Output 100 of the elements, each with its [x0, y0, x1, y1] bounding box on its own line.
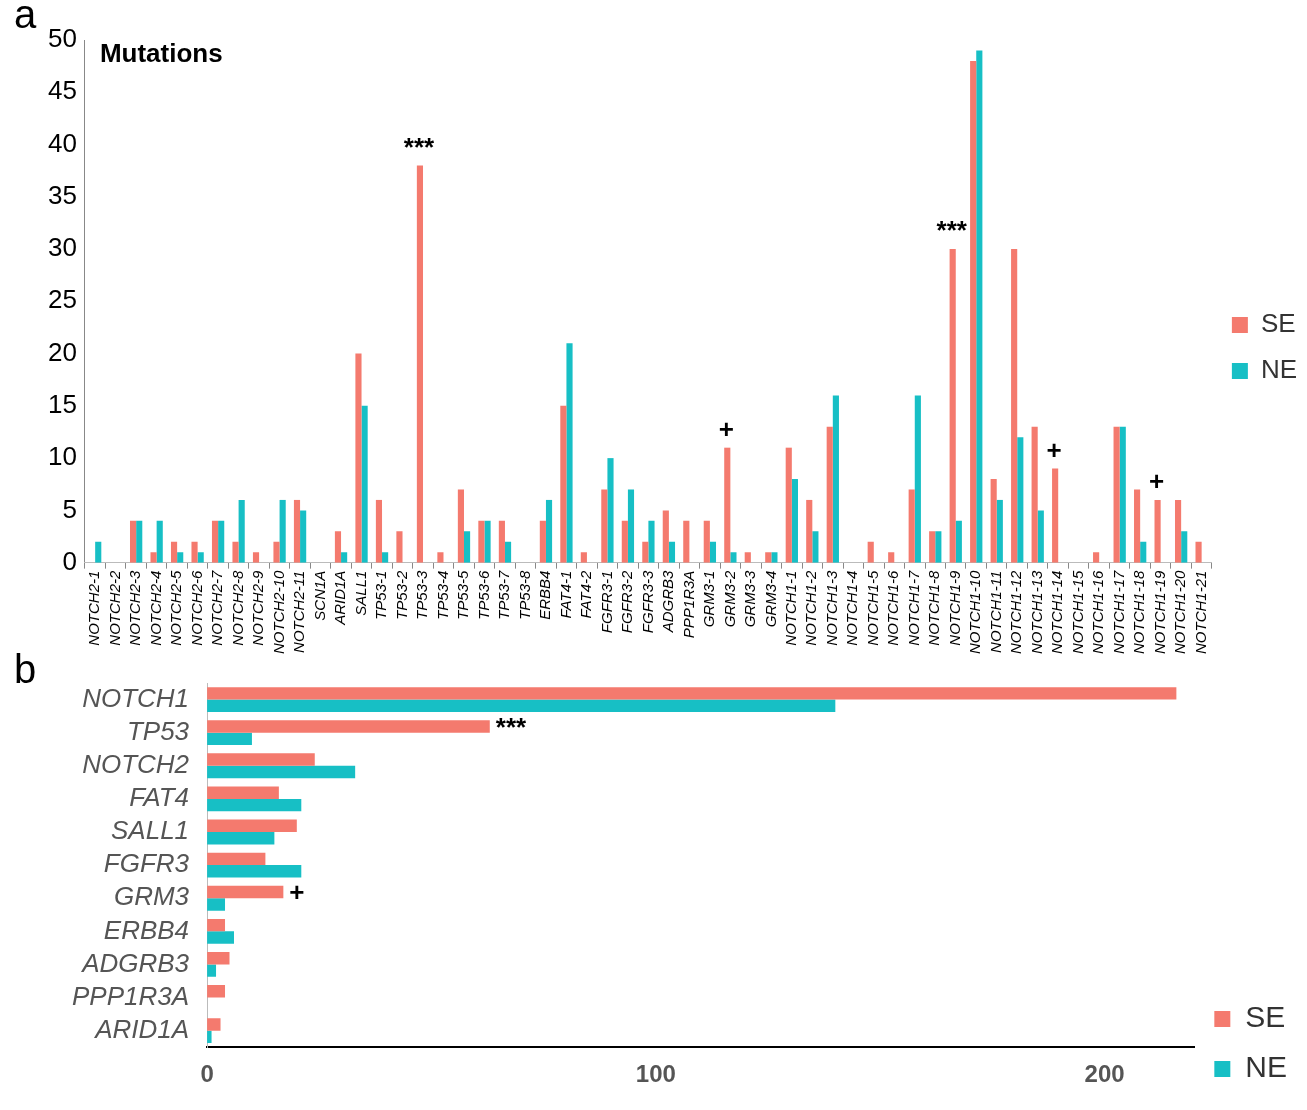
x-tick-label: ADGRB3 — [659, 570, 677, 634]
x-tick-label: SCN1A — [310, 570, 328, 621]
y-tick-label: 15 — [48, 389, 77, 420]
x-tick-label: ARID1A — [331, 570, 349, 626]
bar — [1031, 426, 1038, 563]
x-tick-label: NOTCH2-1 — [85, 570, 103, 646]
bar — [935, 531, 942, 563]
bar — [498, 520, 505, 563]
x-tick-label: NOTCH1-2 — [802, 570, 820, 646]
x-tick-label: GRM3-1 — [700, 570, 718, 628]
bar — [463, 531, 471, 563]
bar — [170, 541, 178, 563]
x-tick-label: GRM3-2 — [720, 570, 738, 628]
bar — [1113, 426, 1120, 563]
bar — [888, 552, 895, 563]
y-tick-label: 30 — [48, 232, 77, 263]
bar — [539, 520, 546, 563]
annotation: + — [289, 877, 305, 908]
bar — [207, 852, 266, 866]
x-tick-label: TP53-7 — [495, 570, 513, 620]
x-tick-label: NOTCH1-15 — [1068, 570, 1086, 655]
y-tick-label: SALL1 — [110, 815, 190, 846]
y-tick-label: NOTCH1 — [82, 682, 190, 713]
bar — [95, 541, 102, 563]
bar — [207, 964, 217, 977]
y-tick-label: 25 — [48, 284, 77, 315]
bar — [130, 520, 137, 563]
x-tick-label: TP53-5 — [454, 570, 472, 620]
x-tick-label: NOTCH2-3 — [126, 570, 144, 646]
bar — [207, 819, 297, 832]
y-tick-label: 50 — [48, 23, 77, 54]
bar — [273, 541, 280, 563]
text: b — [14, 647, 37, 692]
bar — [207, 885, 284, 899]
bar — [580, 552, 587, 563]
x-tick-label: FGFR3-3 — [638, 570, 656, 634]
x-tick-label: GRM3-3 — [741, 570, 759, 628]
annotation: *** — [495, 711, 528, 742]
bar — [156, 520, 163, 563]
bar — [1119, 426, 1126, 563]
x-tick-label: TP53-6 — [474, 570, 492, 620]
x-tick-label: NOTCH2-7 — [208, 570, 226, 646]
bar — [416, 165, 424, 563]
bar — [177, 552, 184, 563]
y-tick-label: GRM3 — [113, 881, 190, 912]
bar — [1037, 510, 1044, 563]
bar — [207, 865, 302, 878]
bar — [218, 520, 225, 563]
x-tick-label: TP53-1 — [372, 570, 390, 620]
y-tick-label: 20 — [48, 336, 77, 367]
x-tick-label: NOTCH2-4 — [146, 570, 164, 646]
bar — [300, 510, 307, 563]
bar — [955, 520, 962, 563]
x-tick-label: NOTCH1-10 — [966, 570, 984, 655]
legend-label: SE — [1260, 308, 1296, 339]
bar — [232, 541, 239, 563]
x-tick-label: NOTCH1-14 — [1048, 570, 1066, 655]
x-tick-label: TP53-4 — [433, 570, 451, 620]
bar — [1175, 499, 1182, 563]
bar — [1140, 541, 1147, 563]
x-tick-label: NOTCH1-18 — [1130, 570, 1148, 655]
y-tick-label: PPP1R3A — [71, 980, 190, 1011]
bar — [437, 552, 444, 563]
bar — [293, 499, 301, 563]
bar — [136, 520, 143, 563]
x-tick-label: GRM3-4 — [761, 570, 779, 628]
y-tick-label: FAT4 — [129, 782, 190, 813]
bar — [207, 687, 1177, 700]
annotation: + — [1046, 434, 1062, 465]
bar — [668, 541, 676, 563]
bar — [279, 499, 286, 563]
x-tick-label: NOTCH1-9 — [945, 570, 963, 646]
x-tick-label: NOTCH2-5 — [167, 570, 185, 646]
bar — [396, 531, 403, 563]
x-tick-label: NOTCH2-10 — [269, 570, 287, 655]
annotation: *** — [936, 215, 968, 246]
x-tick-label: SALL1 — [351, 570, 369, 616]
annotation: + — [718, 413, 734, 444]
legend-label: NE — [1260, 354, 1298, 385]
bar — [771, 552, 778, 563]
bar — [560, 405, 567, 563]
bar — [996, 499, 1003, 563]
bar — [785, 447, 792, 563]
y-tick-label: 0 — [62, 545, 77, 576]
bar — [929, 531, 936, 563]
bar — [207, 732, 252, 746]
x-tick-label: NOTCH1-4 — [843, 570, 861, 646]
x-tick-label: NOTCH1-13 — [1027, 570, 1045, 655]
x-tick-label: NOTCH1-5 — [863, 570, 881, 646]
x-tick-label: NOTCH1-8 — [925, 570, 943, 646]
x-tick-label: NOTCH1-12 — [1007, 570, 1025, 655]
y-tick-label: ARID1A — [93, 1013, 190, 1044]
bar — [252, 552, 260, 563]
y-tick-label: ADGRB3 — [80, 947, 190, 978]
x-tick-label: NOTCH2-2 — [105, 570, 123, 646]
bar — [341, 552, 348, 563]
x-tick-label: FGFR3-2 — [618, 570, 636, 634]
x-tick-label: 200 — [1084, 1060, 1125, 1088]
bar — [355, 353, 362, 563]
bar — [382, 552, 389, 563]
